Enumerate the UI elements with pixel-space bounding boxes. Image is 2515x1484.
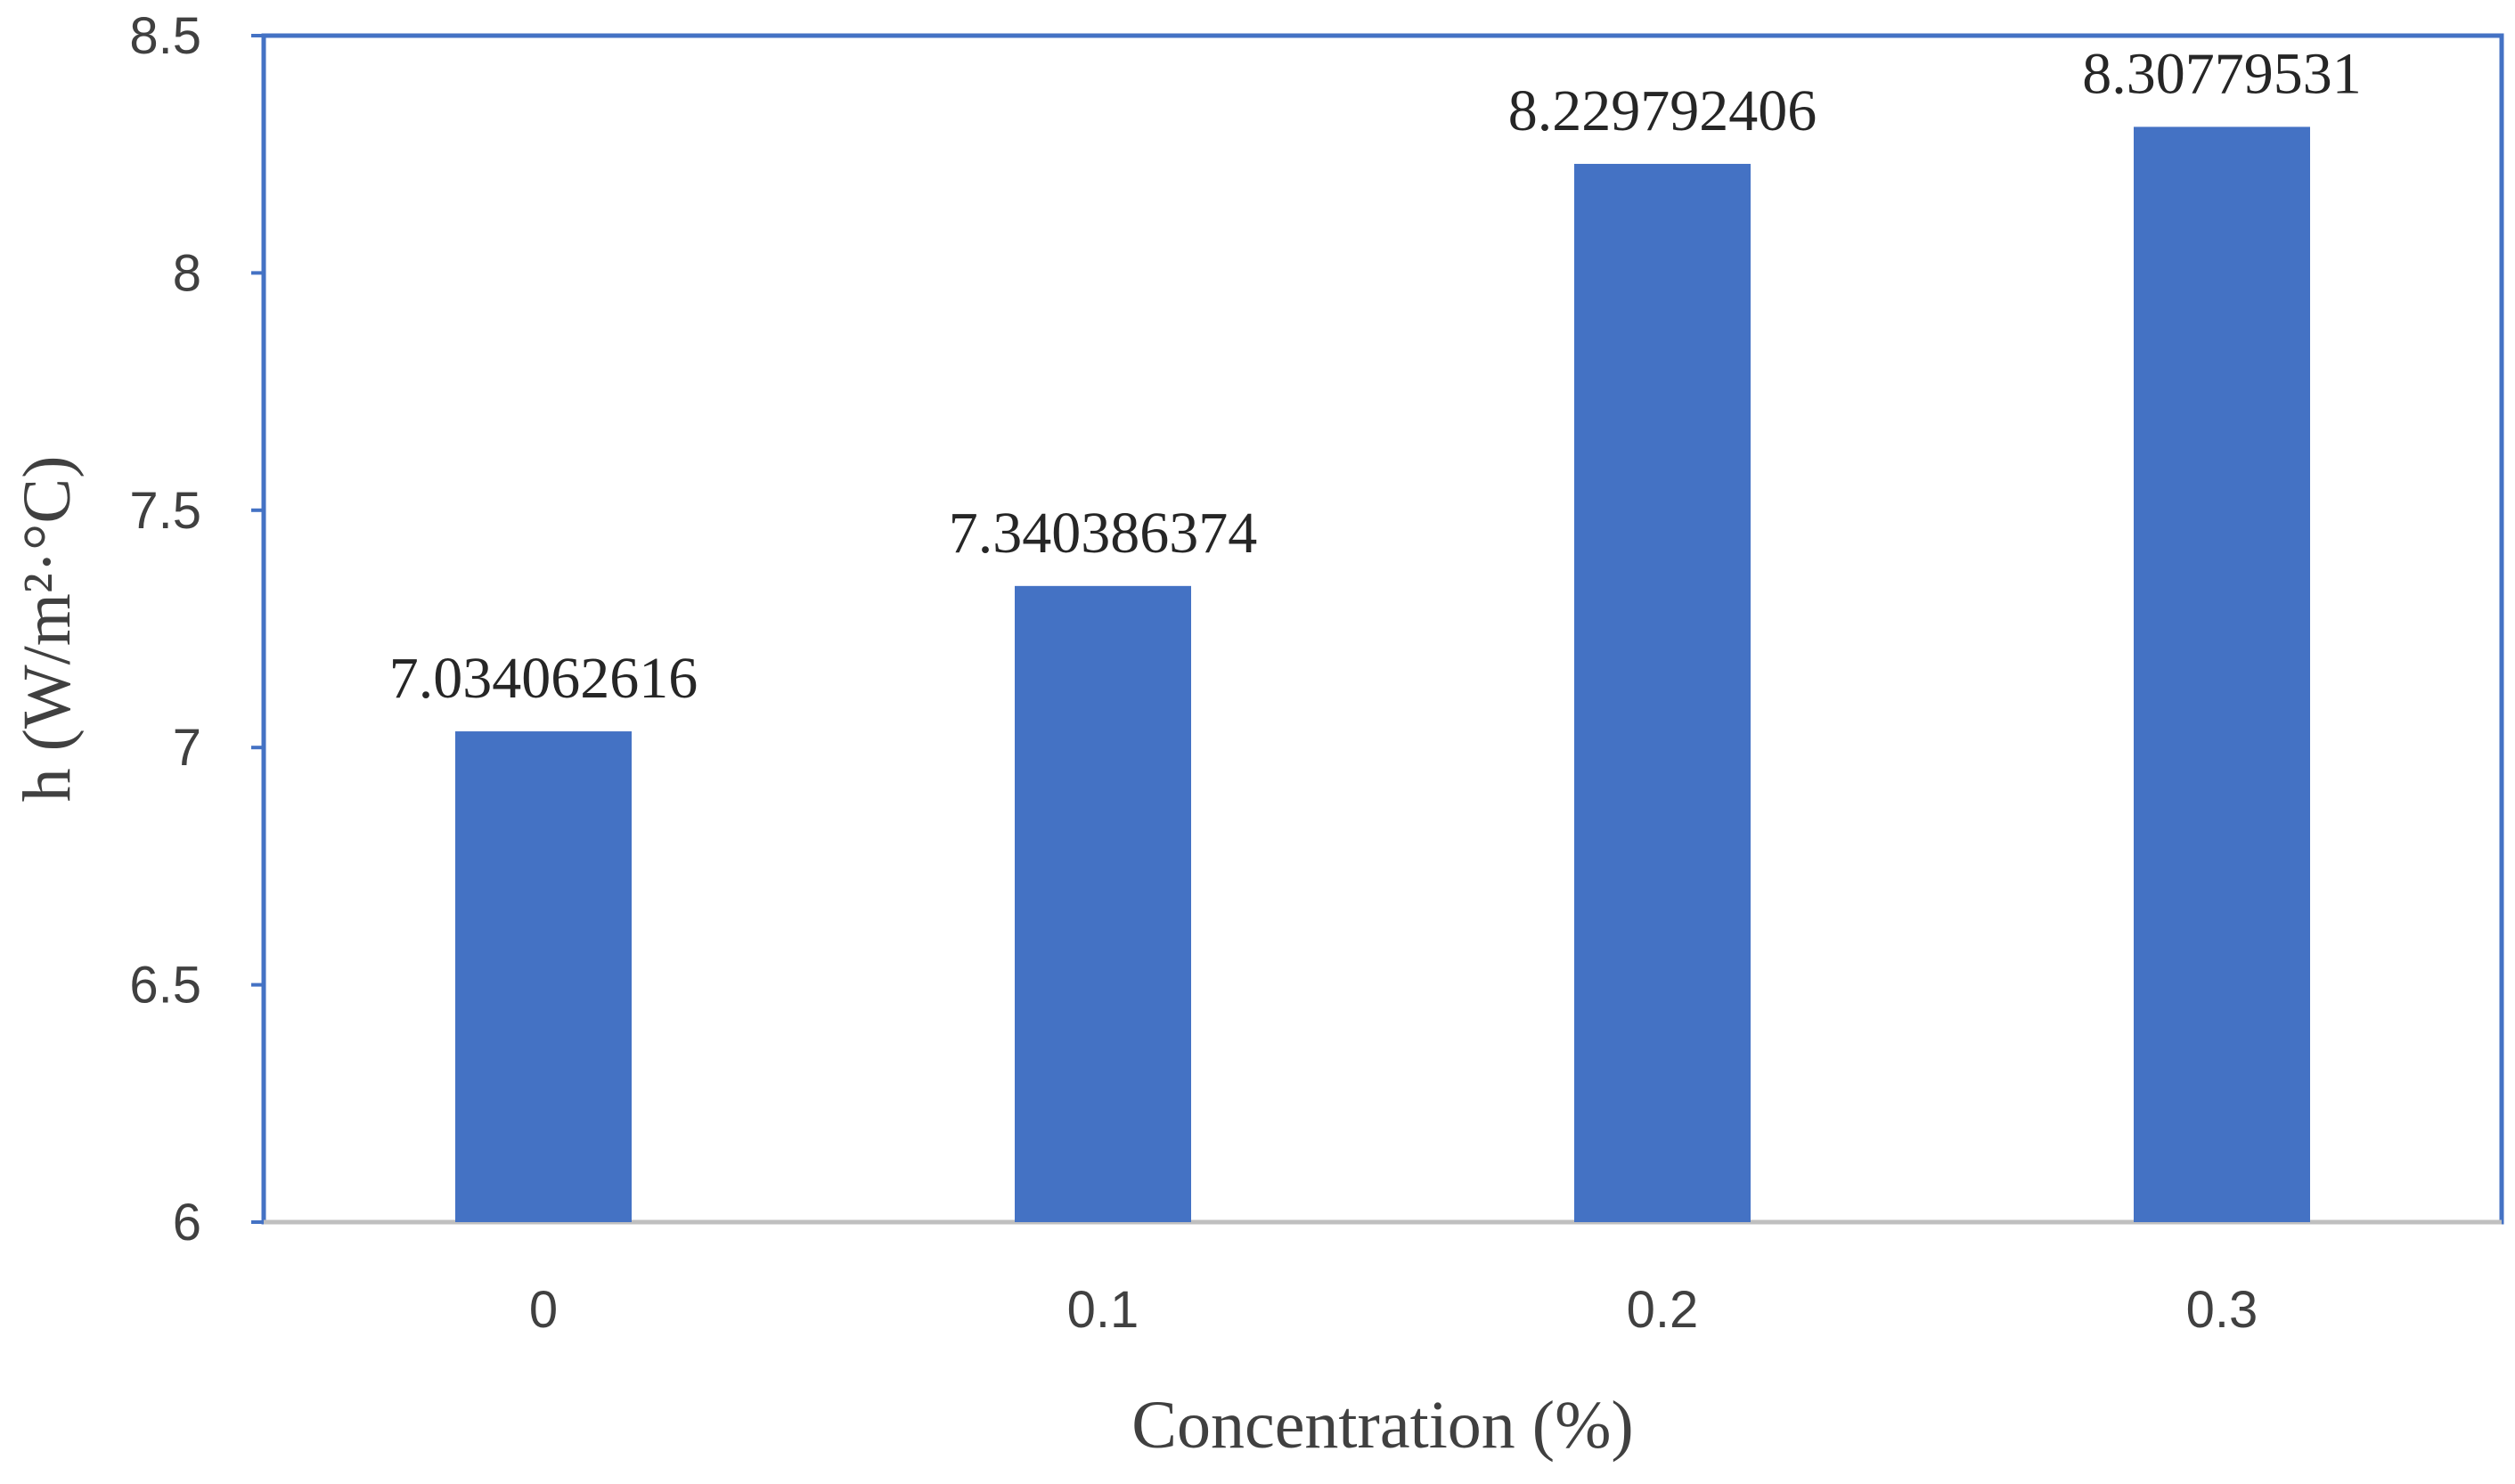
y-axis-title: h (W/m²·°C)	[10, 456, 85, 803]
x-axis-tick-labels: 0 0.1 0.2 0.3	[529, 1281, 2258, 1339]
x-tick-label: 0.3	[2186, 1281, 2258, 1339]
data-label: 7.034062616	[389, 646, 698, 711]
y-tick-label: 6	[173, 1194, 201, 1252]
y-axis-ticks: 6 6.5 7 7.5 8 8.5	[129, 7, 264, 1252]
y-tick-label: 6.5	[129, 957, 201, 1015]
x-axis-title: Concentration (%)	[1131, 1388, 1633, 1463]
data-label: 7.340386374	[949, 501, 1258, 566]
x-tick-label: 0.2	[1627, 1281, 1699, 1339]
bar	[2134, 126, 2310, 1223]
bar	[1015, 585, 1191, 1222]
x-tick-label: 0	[529, 1281, 558, 1339]
y-tick-label: 8.5	[129, 7, 201, 65]
bar	[1574, 163, 1751, 1223]
x-tick-label: 0.1	[1067, 1281, 1139, 1339]
data-label: 8.30779531	[2082, 41, 2362, 106]
y-tick-label: 7.5	[129, 482, 201, 540]
y-tick-label: 7	[173, 719, 201, 777]
bar	[455, 731, 632, 1222]
bars: 7.034062616 7.340386374 8.229792406 8.30779…	[389, 41, 2362, 1223]
data-label: 8.229792406	[1508, 78, 1817, 143]
y-tick-label: 8	[173, 244, 201, 302]
